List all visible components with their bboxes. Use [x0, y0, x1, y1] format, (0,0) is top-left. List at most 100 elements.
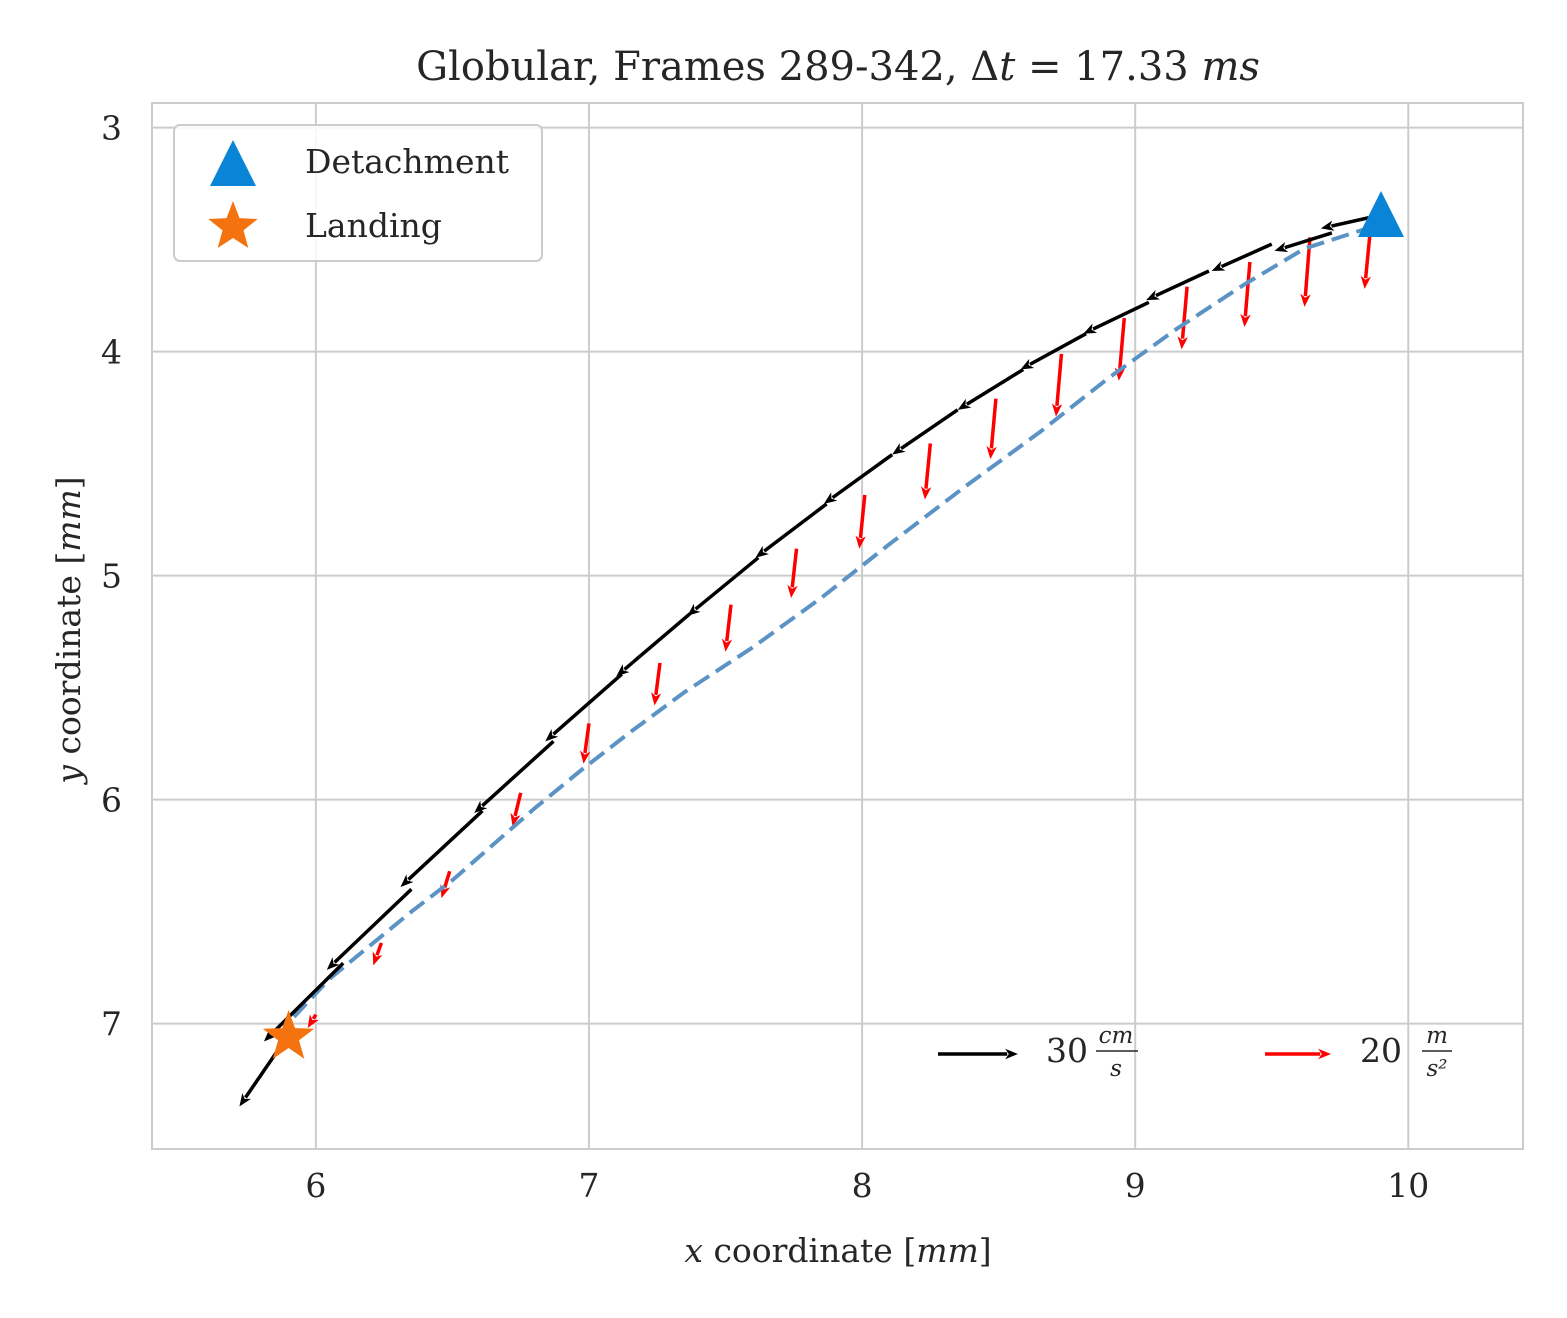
quiver-keys: 30 cm s 20 m s²: [938, 1023, 1452, 1082]
acceleration-arrow-shaft: [924, 443, 933, 489]
velocity-arrow-shaft: [900, 408, 959, 451]
acceleration-scale-denominator: s²: [1426, 1056, 1447, 1082]
velocity-arrow-shaft: [831, 453, 894, 500]
acceleration-key-head: [1318, 1048, 1331, 1060]
acceleration-arrow: [855, 494, 867, 549]
velocity-key: [938, 1048, 1018, 1060]
acceleration-arrow-shaft: [1243, 261, 1252, 317]
velocity-arrow: [1020, 332, 1087, 370]
acceleration-arrow: [1051, 353, 1064, 417]
velocity-scale-denominator: s: [1110, 1056, 1122, 1082]
velocity-arrow-head: [616, 664, 630, 677]
x-tick-label: 7: [578, 1166, 599, 1205]
trajectory-fit-line: [292, 226, 1368, 1019]
grid: [152, 103, 1523, 1149]
velocity-arrow: [263, 961, 345, 1042]
acceleration-arrow-shaft: [654, 662, 662, 696]
x-axis-text: coordinate [: [703, 1231, 916, 1270]
title-eq: = 17.33: [1015, 44, 1201, 90]
acceleration-arrow-shaft: [1363, 232, 1372, 279]
acceleration-arrow-shaft: [311, 1013, 318, 1020]
velocity-arrow-head: [545, 728, 559, 742]
y-tick-label: 5: [101, 557, 122, 596]
velocity-arrow-head: [957, 398, 972, 410]
velocity-arrow-shaft: [1155, 269, 1210, 298]
y-axis-unit: mm: [49, 489, 88, 552]
velocity-arrow-shaft: [1092, 300, 1150, 331]
velocity-arrow: [1274, 231, 1333, 252]
acceleration-arrow-head: [1177, 336, 1188, 350]
velocity-arrow-shaft: [407, 809, 484, 881]
acceleration-arrow: [372, 942, 384, 966]
velocity-arrow: [474, 740, 555, 814]
velocity-arrow: [326, 887, 413, 970]
acceleration-arrow-shaft: [375, 942, 384, 956]
x-axis-var: x: [684, 1231, 703, 1270]
acceleration-arrow-shaft: [858, 494, 867, 539]
y-axis-var: y: [49, 765, 88, 786]
velocity-arrow: [616, 612, 692, 677]
legend-landing-label: Landing: [305, 206, 442, 245]
velocity-arrow-shaft: [1220, 242, 1273, 269]
detachment-marker: [1357, 190, 1404, 237]
velocity-arrow: [823, 453, 894, 504]
acceleration-arrow-head: [1240, 313, 1251, 327]
velocity-arrow-head: [1320, 220, 1335, 231]
acceleration-arrow-head: [855, 535, 866, 549]
plot-frame: [151, 102, 1524, 1150]
velocity-arrow: [1083, 300, 1150, 334]
velocity-arrow: [892, 408, 959, 455]
velocity-arrow-shaft: [1284, 231, 1333, 250]
plot-content: [239, 190, 1404, 1107]
acceleration-arrow-head: [372, 951, 383, 966]
acceleration-arrow-shaft: [989, 398, 998, 449]
acceleration-arrow: [580, 723, 591, 764]
title-delta: Δ: [970, 44, 999, 90]
x-tick-label: 8: [852, 1166, 873, 1205]
x-axis-unit: mm: [916, 1231, 979, 1270]
velocity-arrow-head: [755, 545, 769, 558]
landing-marker: [262, 1010, 315, 1059]
velocity-arrow-head: [1211, 261, 1226, 271]
velocity-arrow-shaft: [965, 368, 1025, 406]
acceleration-arrow-head: [920, 486, 932, 500]
acceleration-arrow-head: [510, 812, 521, 827]
acceleration-arrow-shaft: [725, 604, 733, 642]
acceleration-arrow: [721, 604, 733, 652]
y-axis-close: ]: [49, 476, 88, 489]
velocity-arrow-head: [1274, 242, 1289, 252]
tick-labels: 6 7 8 9 10 3 4 5 6 7: [101, 109, 1429, 1205]
chart-title: Globular, Frames 289-342, Δt = 17.33 ms: [416, 44, 1260, 90]
legend: Detachment Landing: [173, 124, 543, 262]
velocity-arrow-head: [1083, 323, 1098, 334]
velocity-arrow-shaft: [1029, 332, 1087, 366]
acceleration-arrow-head: [650, 692, 662, 706]
acceleration-arrow: [1177, 286, 1189, 350]
acceleration-scale-arrow: [1265, 1048, 1331, 1060]
velocity-arrow-head: [823, 492, 838, 504]
acceleration-arrow: [1240, 261, 1252, 327]
title-prefix: Globular, Frames 289-342,: [416, 44, 970, 90]
velocity-arrow-shaft: [623, 612, 692, 671]
acceleration-scale-value: 20: [1360, 1031, 1402, 1070]
legend-box: [173, 124, 543, 262]
title-t: t: [999, 44, 1016, 90]
acceleration-arrow-shaft: [1180, 286, 1189, 339]
acceleration-arrow-head: [580, 750, 591, 764]
velocity-arrow-head: [1146, 290, 1160, 301]
acceleration-arrow-shaft: [1055, 353, 1064, 406]
acceleration-arrow: [510, 792, 523, 827]
velocity-arrow-head: [892, 443, 906, 455]
x-axis-close: ]: [979, 1231, 992, 1270]
velocity-arrow: [687, 556, 760, 616]
velocity-arrow: [1211, 242, 1273, 271]
y-axis-text: coordinate [: [49, 552, 88, 765]
legend-detachment-label: Detachment: [305, 142, 509, 181]
velocity-scale-numerator: cm: [1099, 1023, 1134, 1049]
acceleration-arrow-head: [1051, 403, 1063, 417]
velocity-arrow: [1146, 269, 1210, 301]
acceleration-arrow-head: [1360, 275, 1372, 289]
acceleration-arrow-head: [787, 584, 798, 599]
velocity-arrow-shaft: [333, 887, 413, 964]
x-tick-label: 9: [1125, 1166, 1146, 1205]
